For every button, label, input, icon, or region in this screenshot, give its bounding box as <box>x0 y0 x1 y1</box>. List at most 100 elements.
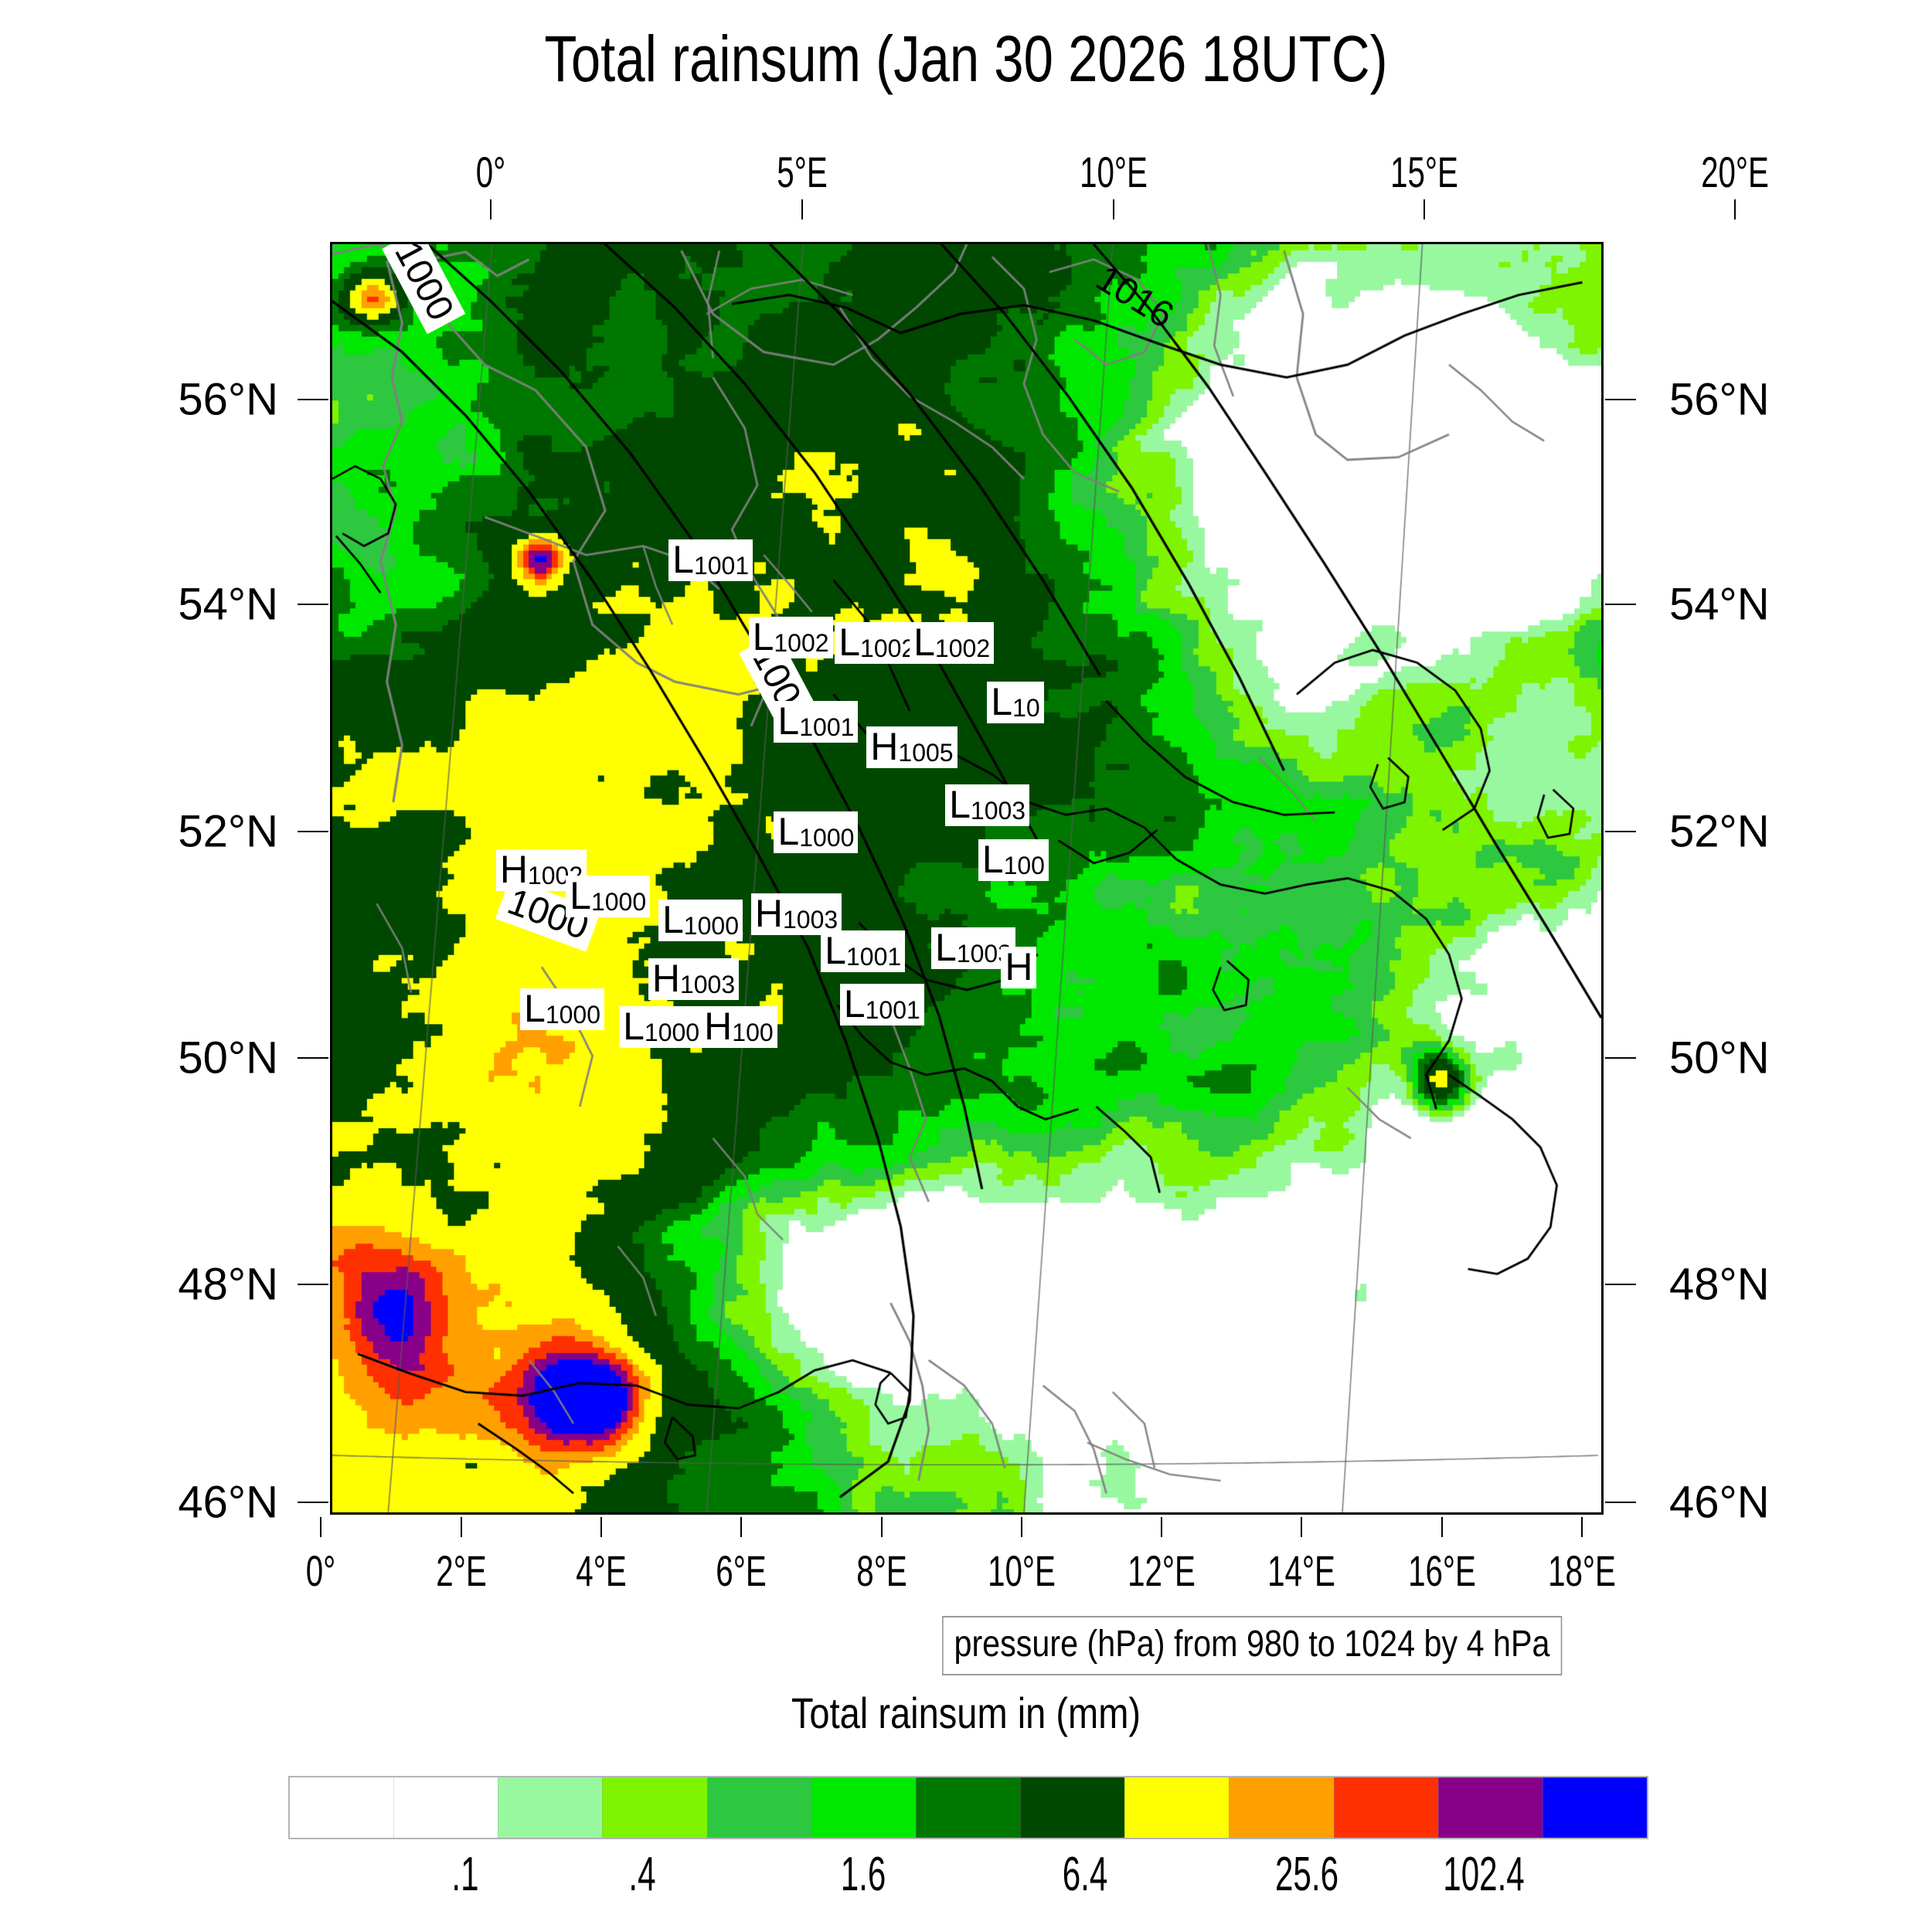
pressure-type-letter: L <box>662 898 684 942</box>
colorbar-swatch[interactable] <box>1124 1777 1230 1838</box>
colorbar-swatch[interactable] <box>706 1777 811 1838</box>
colorbar-tick-label: .1 <box>451 1848 479 1901</box>
pressure-type-letter: L <box>777 809 800 853</box>
colorbar-swatch[interactable] <box>1020 1777 1125 1838</box>
lon-bottom-tick <box>460 1517 462 1537</box>
colorbar-tick-label: 25.6 <box>1275 1848 1339 1901</box>
lat-right-label: 46°N <box>1669 1477 1770 1528</box>
lat-left-label: 52°N <box>178 806 278 857</box>
pressure-type-letter: L <box>777 699 800 743</box>
pressure-value: 1000 <box>799 823 855 852</box>
pressure-type-letter: L <box>935 926 957 970</box>
pressure-value: 1000 <box>590 888 647 917</box>
colorbar-caption: Total rainsum in (mm) <box>791 1689 1141 1737</box>
lat-left-tick <box>298 1283 328 1285</box>
low-pressure-label: L1001 <box>821 928 906 972</box>
high-pressure-label: H1002 <box>495 849 587 891</box>
low-pressure-label: L1001 <box>668 538 753 582</box>
pressure-value: 1000 <box>683 912 739 940</box>
colorbar-swatch[interactable] <box>1542 1777 1648 1838</box>
pressure-value: 1002 <box>860 634 916 663</box>
lat-right-tick <box>1605 1283 1636 1285</box>
pressure-type-letter: L <box>843 981 866 1026</box>
low-pressure-label: L10 <box>987 682 1044 724</box>
pressure-value: 1003 <box>782 906 838 934</box>
pressure-type-letter: H <box>1005 945 1033 989</box>
lon-bottom-tick <box>1020 1517 1022 1537</box>
high-pressure-label: H1003 <box>648 956 740 1000</box>
colorbar-swatch[interactable] <box>602 1777 707 1838</box>
lat-left-label: 54°N <box>178 579 278 630</box>
pressure-value: 100 <box>732 1019 774 1047</box>
pressure-value: 1003 <box>679 970 736 998</box>
pressure-type-letter: H <box>870 724 899 768</box>
low-pressure-label: L987 <box>330 338 332 379</box>
lat-right-label: 50°N <box>1669 1032 1770 1083</box>
lon-top-tick <box>1112 199 1114 219</box>
low-pressure-label: L1002 <box>835 622 920 665</box>
lon-bottom-label: 8°E <box>855 1546 907 1595</box>
high-pressure-label: H100 <box>700 1005 777 1049</box>
pressure-type-letter: H <box>704 1005 733 1049</box>
colorbar[interactable] <box>288 1776 1648 1839</box>
colorbar-swatch[interactable] <box>811 1777 916 1838</box>
colorbar-swatch[interactable] <box>290 1777 394 1838</box>
colorbar-tick-label: .4 <box>628 1848 656 1901</box>
pressure-type-letter: L <box>949 783 971 827</box>
lat-right-label: 52°N <box>1669 806 1770 857</box>
lon-bottom-tick <box>740 1517 743 1537</box>
lon-top-label: 20°E <box>1700 148 1769 196</box>
pressure-type-letter: L <box>752 615 774 659</box>
colorbar-swatch[interactable] <box>393 1777 498 1838</box>
high-pressure-label: H1003 <box>750 893 842 936</box>
lat-right-label: 48°N <box>1669 1259 1770 1310</box>
pressure-value: 1002 <box>934 634 991 663</box>
lon-top-tick <box>801 199 804 219</box>
lon-top-label: 5°E <box>777 148 828 196</box>
low-pressure-label: L1003 <box>945 783 1030 827</box>
low-pressure-label: L1002 <box>910 622 995 665</box>
lat-right-tick <box>1605 1056 1636 1059</box>
low-pressure-label: L1001 <box>839 981 924 1026</box>
pressure-type-letter: L <box>672 538 694 582</box>
lon-bottom-tick <box>600 1517 603 1537</box>
lat-left-tick <box>298 1056 328 1059</box>
low-pressure-label: L1000 <box>619 1005 704 1049</box>
colorbar-swatch[interactable] <box>1229 1777 1334 1838</box>
pressure-type-letter: H <box>651 956 680 1000</box>
lon-bottom-label: 18°E <box>1548 1546 1616 1595</box>
lon-bottom-tick <box>1161 1517 1163 1537</box>
colorbar-swatch[interactable] <box>498 1777 603 1838</box>
lat-left-tick <box>298 1501 328 1503</box>
colorbar-swatch[interactable] <box>1437 1777 1543 1838</box>
page-title: Total rainsum (Jan 30 2026 18UTC) <box>544 22 1388 95</box>
colorbar-swatch[interactable] <box>915 1777 1021 1838</box>
weather-map[interactable]: 1000101610001000L987L1001L1002L1002L1002… <box>330 242 1604 1515</box>
pressure-type-letter: L <box>981 837 1004 881</box>
pressure-value: 1001 <box>799 713 855 741</box>
pressure-value: 1001 <box>693 552 750 580</box>
lat-right-tick <box>1605 604 1636 606</box>
colorbar-tick-label: 1.6 <box>841 1848 886 1901</box>
pressure-value: 1000 <box>644 1019 700 1047</box>
low-pressure-label: L1000 <box>774 809 859 853</box>
lon-bottom-label: 16°E <box>1407 1546 1476 1595</box>
pressure-type-letter: L <box>825 928 846 972</box>
pressure-type-letter: L <box>570 874 591 918</box>
low-pressure-label: L100 <box>978 837 1049 881</box>
low-pressure-label: L1002 <box>748 615 833 659</box>
lat-right-tick <box>1605 1501 1636 1503</box>
lon-bottom-label: 12°E <box>1128 1546 1196 1595</box>
colorbar-swatch[interactable] <box>1333 1777 1438 1838</box>
lon-bottom-tick <box>880 1517 883 1537</box>
pressure-value: 1003 <box>970 797 1026 825</box>
high-pressure-label: H1005 <box>866 726 957 768</box>
pressure-type-letter: L <box>524 987 546 1031</box>
lon-bottom-tick <box>1580 1517 1583 1537</box>
pressure-legend-note: pressure (hPa) from 980 to 1024 by 4 hPa <box>942 1616 1562 1675</box>
lat-right-label: 54°N <box>1669 579 1770 630</box>
lon-top-tick <box>1423 199 1425 219</box>
lon-bottom-label: 0° <box>306 1546 336 1595</box>
pressure-type-letter: L <box>623 1005 645 1049</box>
lon-bottom-tick <box>320 1517 322 1537</box>
